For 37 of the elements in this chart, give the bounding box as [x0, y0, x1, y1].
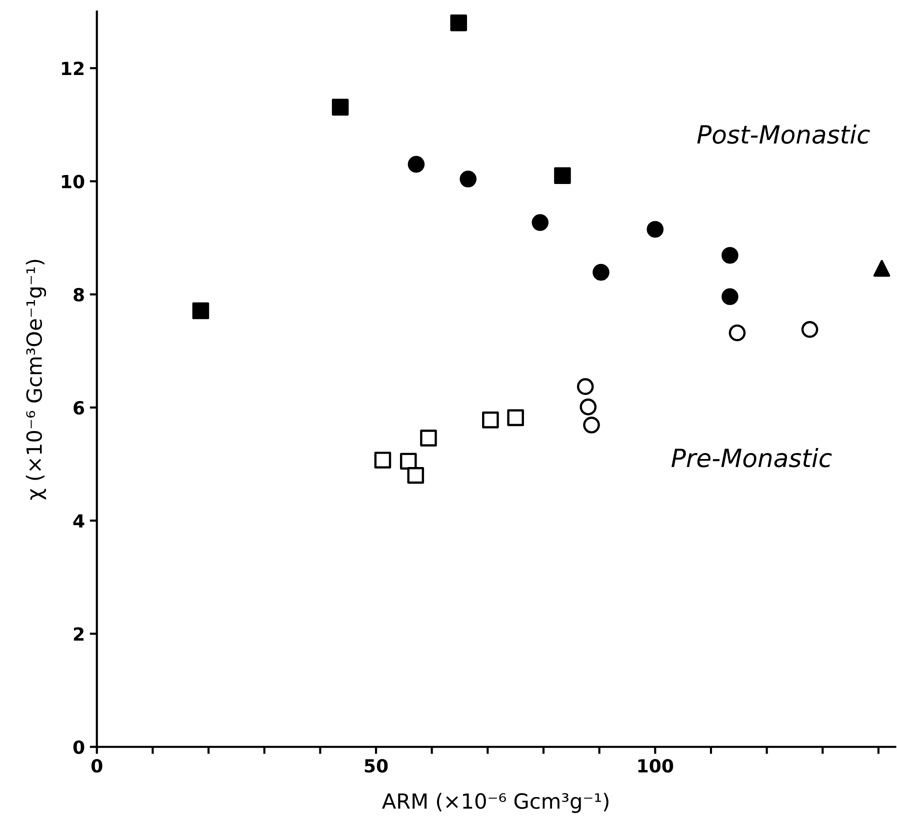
- point: [450, 14, 468, 32]
- point: [576, 378, 594, 395]
- point: [507, 409, 524, 426]
- x-tick-label: 50: [364, 758, 388, 773]
- y-tick-label: 10: [62, 174, 84, 188]
- point: [873, 260, 890, 277]
- annotation: Pre-Monastic: [672, 448, 832, 468]
- point: [583, 416, 600, 434]
- point: [728, 324, 746, 342]
- point: [722, 246, 738, 264]
- point: [192, 302, 210, 320]
- point: [580, 398, 597, 416]
- point: [801, 321, 818, 338]
- point: [400, 452, 417, 470]
- y-tick-label: 6: [74, 400, 84, 415]
- point: [332, 98, 349, 116]
- point: [554, 167, 571, 184]
- y-axis-title: χ (×10⁻⁶ Gcm³Oe⁻¹g⁻¹): [26, 260, 46, 500]
- point: [592, 264, 610, 281]
- y-tick-label: 12: [62, 62, 84, 76]
- x-axis-title: ARM (×10⁻⁶ Gcm³g⁻¹): [382, 792, 608, 813]
- y-tick-label: 4: [73, 514, 84, 528]
- point: [407, 466, 424, 484]
- y-tick-label: 8: [74, 288, 84, 302]
- point: [374, 452, 392, 468]
- annotation: Post-Monastic: [697, 124, 870, 144]
- point: [646, 220, 664, 238]
- point: [408, 156, 425, 173]
- point: [722, 288, 738, 306]
- point: [460, 170, 477, 188]
- point: [532, 214, 549, 231]
- point: [420, 430, 437, 446]
- y-tick-label: 2: [74, 627, 84, 641]
- point: [482, 412, 499, 428]
- x-tick-label: 0: [91, 758, 102, 773]
- y-tick-label: 0: [73, 740, 84, 754]
- x-tick-label: 100: [638, 758, 674, 773]
